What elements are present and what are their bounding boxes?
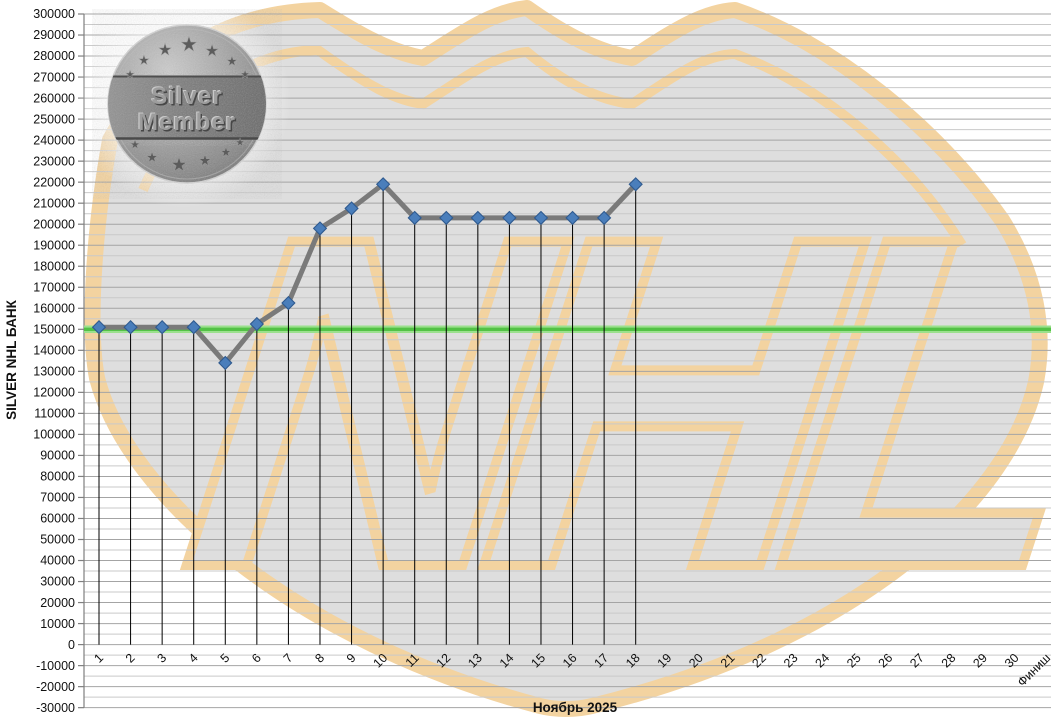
data-point-marker	[470, 210, 486, 226]
medal-star-icon: ★	[226, 54, 238, 69]
data-point-marker	[312, 221, 328, 236]
medal-star-icon: ★	[130, 137, 141, 151]
y-tick-label: 220000	[33, 175, 75, 189]
y-tick-label: 50000	[40, 533, 75, 547]
y-tick-label: 270000	[33, 70, 75, 84]
y-axis-title: SILVER NHL БАНК	[4, 299, 19, 419]
y-tick-label: 70000	[40, 491, 75, 505]
y-tick-label: 150000	[33, 323, 75, 337]
medal-star-icon: ★	[198, 152, 211, 169]
y-tick-label: 160000	[33, 301, 75, 315]
y-tick-label: 120000	[33, 386, 75, 400]
medal-text-member-shadow: Member	[137, 108, 235, 135]
medal-text-silver-shadow: Silver	[153, 84, 224, 111]
series-silver-nhl-bank	[91, 177, 643, 371]
data-point-marker	[154, 320, 170, 335]
y-tick-label: -10000	[36, 659, 75, 673]
y-tick-label: 290000	[33, 28, 75, 42]
drop-lines	[98, 184, 637, 645]
medal-text-silver: Silver	[151, 83, 222, 110]
medal-text-member: Member	[138, 109, 236, 136]
y-tick-label: 200000	[33, 217, 75, 231]
data-point-marker	[344, 201, 359, 216]
data-point-marker	[186, 320, 201, 335]
y-tick-label: 280000	[33, 49, 75, 63]
y-tick-label: 10000	[40, 617, 75, 631]
x-axis-title: Ноябрь 2025	[533, 700, 618, 715]
medal-text-member-shadow: Member	[139, 110, 237, 137]
y-tick-label: 170000	[33, 280, 75, 294]
y-tick-label: 90000	[40, 449, 75, 463]
y-tick-label: 230000	[33, 154, 75, 168]
data-point-marker	[407, 210, 422, 226]
data-point-marker	[123, 320, 138, 335]
y-axis: -30000 -20000 -10000 0 10000 20000 30000 40000 5…	[33, 7, 85, 715]
data-point-marker	[375, 177, 391, 192]
y-tick-label: 250000	[33, 112, 75, 126]
y-tick-label: 210000	[33, 196, 75, 210]
y-tick-label: 300000	[33, 7, 75, 21]
medal-text-silver-shadow: Silver	[150, 82, 221, 109]
medal-star-icon: ★	[170, 155, 187, 176]
y-tick-label: 140000	[33, 344, 75, 358]
y-tick-label: 60000	[40, 512, 75, 526]
y-tick-label: 190000	[33, 238, 75, 252]
data-point-marker	[628, 177, 643, 192]
medal-star-icon: ★	[158, 42, 172, 59]
y-tick-label: -30000	[36, 701, 75, 715]
shield-outline	[84, 0, 1048, 717]
medal-star-icon: ★	[180, 34, 198, 56]
y-tick-label: 0	[68, 638, 75, 652]
y-tick-label: 240000	[33, 133, 75, 147]
data-point-marker	[218, 355, 233, 371]
medal-star-icon: ★	[146, 149, 159, 165]
data-point-marker	[565, 210, 580, 226]
y-tick-label: -20000	[36, 680, 75, 694]
medal-star-icon: ★	[220, 145, 232, 160]
y-tick-label: 20000	[40, 596, 75, 610]
data-point-marker	[281, 295, 296, 311]
data-point-marker	[502, 210, 517, 226]
data-point-marker	[249, 316, 265, 332]
data-point-marker	[91, 320, 107, 335]
medal-star-icon: ★	[205, 43, 219, 60]
y-tick-label: 110000	[34, 407, 75, 421]
y-tick-label: 40000	[40, 554, 75, 568]
shield-inner-band	[138, 44, 967, 248]
y-tick-label: 180000	[33, 259, 75, 273]
data-point-marker	[596, 210, 612, 226]
data-point-marker	[533, 210, 549, 226]
y-tick-label: 100000	[33, 428, 75, 442]
data-point-marker	[439, 210, 454, 226]
medal-star-icon: ★	[138, 53, 150, 68]
y-tick-label: 130000	[33, 365, 75, 379]
y-tick-label: 260000	[33, 91, 75, 105]
medal-star-icon: ★	[235, 137, 245, 149]
gridlines	[84, 13, 1051, 709]
medal-band	[108, 75, 266, 140]
y-tick-label: 30000	[40, 575, 75, 589]
y-tick-label: 80000	[40, 470, 75, 484]
medal-star-icon: ★	[240, 69, 250, 81]
medal-star-icon: ★	[125, 69, 135, 81]
